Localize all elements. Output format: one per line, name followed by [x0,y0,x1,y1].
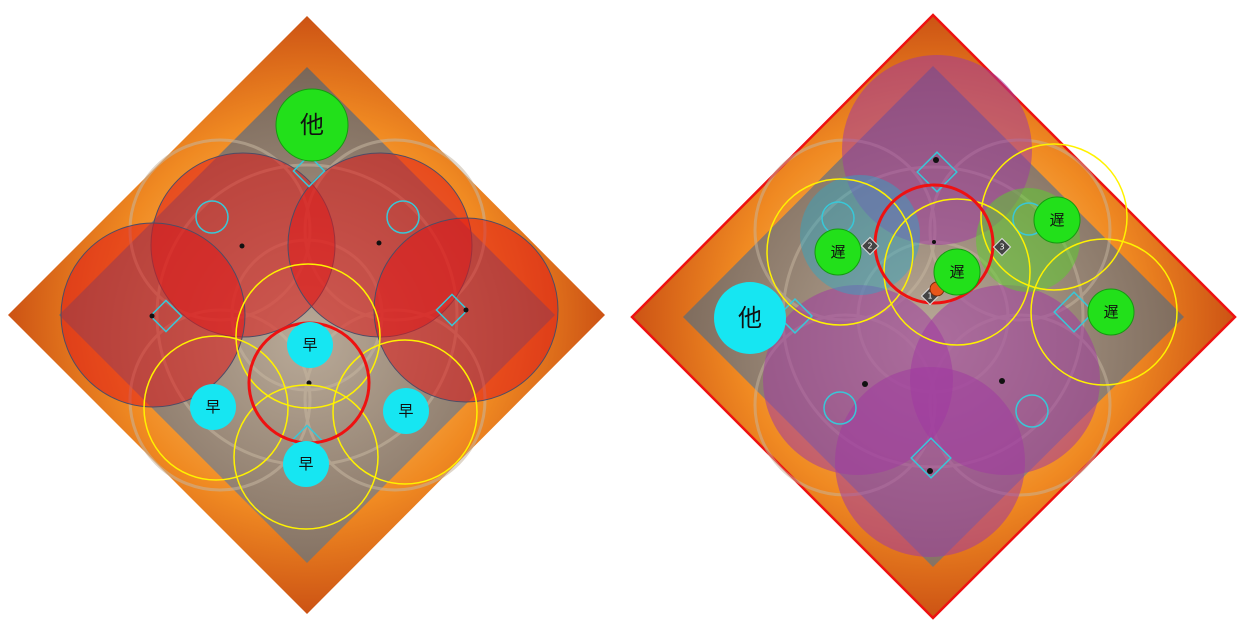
purple-aoe [835,367,1025,557]
yellow-rings [766,143,1178,386]
right-diagram: 1 2 3 他 遅 遅 遅 遅 [630,13,1237,620]
circle-waymark-icon [195,200,229,234]
waymark-3-icon [992,237,1012,257]
early-marker-label: 早 [302,336,317,354]
late-marker [1087,288,1135,336]
other-marker-label: 他 [300,111,324,139]
early-marker-label: 早 [205,398,220,416]
diamond-waymark-icon [1053,291,1095,333]
other-marker [714,282,786,354]
diamond-waymark-icon [776,297,814,335]
waymark-2-label: 2 [867,242,872,251]
early-marker-label: 早 [398,402,413,420]
early-marker [190,384,236,430]
boss-dots [149,240,469,386]
tokens: 他 早 早 早 早 [190,88,429,487]
yellow-rings [143,263,478,530]
waymarks [776,151,1095,479]
diamond-waymark-icon [435,293,469,327]
late-marker-label: 遅 [949,263,964,281]
early-marker [283,441,329,487]
circle-waymark-icon [823,391,857,425]
circle-waymark-icon [386,200,420,234]
late-marker [933,248,981,296]
late-marker-label: 遅 [1103,303,1118,321]
waymark-2-icon [860,236,880,256]
waymark-1-label: 1 [927,292,932,301]
early-marker [287,322,333,368]
other-marker-label: 他 [738,304,762,332]
early-marker [383,388,429,434]
waymark-3-label: 3 [999,243,1004,252]
other-marker [275,88,349,162]
diamond-waymark-icon [149,299,183,333]
early-marker-label: 早 [298,455,313,473]
left-diagram: 他 早 早 早 早 [8,16,605,614]
boss-dots [862,157,1005,474]
diamond-waymark-icon [910,437,952,479]
diamond-waymark-icon [292,154,326,188]
tokens: 他 遅 遅 遅 遅 [714,196,1135,354]
late-marker-label: 遅 [830,243,845,261]
late-marker [1033,196,1081,244]
late-marker-label: 遅 [1049,211,1064,229]
waymarks [149,154,469,458]
circle-waymark-icon [1015,394,1049,428]
diamond-waymark-icon [916,151,958,193]
late-marker [814,228,862,276]
